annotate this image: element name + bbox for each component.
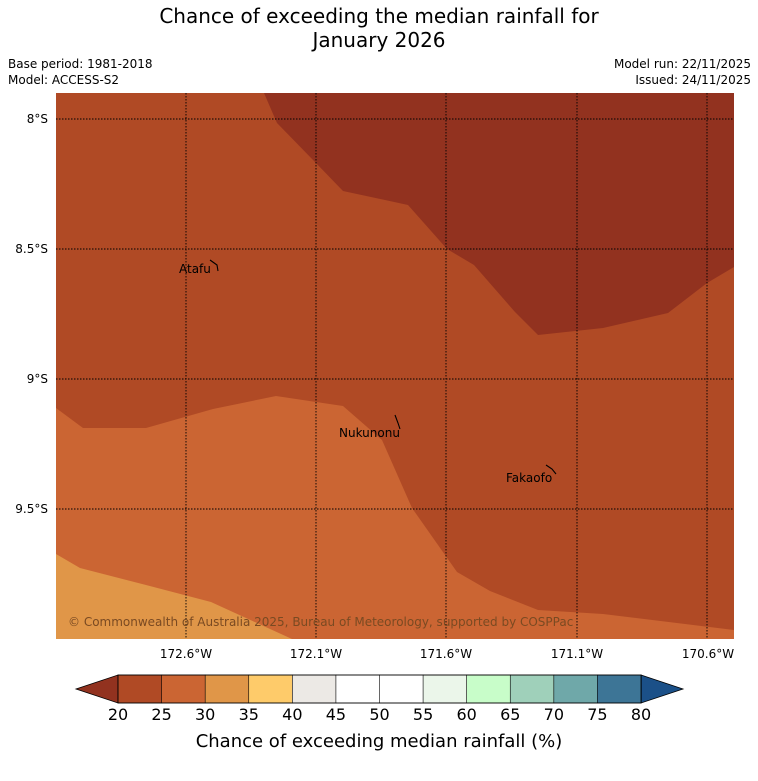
copyright-notice: © Commonwealth of Australia 2025, Bureau… [68, 615, 573, 629]
colorbar-tick-label: 65 [500, 705, 520, 724]
atolls [209, 259, 557, 475]
colorbar-tick-label: 50 [369, 705, 389, 724]
place-fakaofo: Fakaofo [506, 471, 552, 485]
colorbar-segment [422, 674, 468, 704]
colorbar-tick-label: 35 [239, 705, 259, 724]
model-run: Model run: 22/11/2025 [613, 57, 751, 71]
lat-label: 9°S [27, 372, 48, 386]
place-atafu: Atafu [179, 262, 211, 276]
lon-label: 172.6°W [160, 647, 212, 661]
colorbar-tick-label: 30 [195, 705, 215, 724]
zone-30-35 [56, 554, 292, 639]
colorbar-segment [335, 674, 381, 704]
colorbar-tick-label: 60 [456, 705, 476, 724]
meta-right: Model run: 22/11/2025 Issued: 24/11/2025 [614, 56, 751, 88]
nukunonu-atoll-shape [394, 414, 401, 430]
colorbar-segment [466, 674, 511, 704]
issued-date: Issued: 24/11/2025 [635, 73, 751, 87]
colorbar-segment [379, 674, 424, 704]
title-line-2: January 2026 [312, 28, 446, 52]
colorbar-over-arrow [640, 674, 685, 704]
colorbar-label: Chance of exceeding median rainfall (%) [196, 731, 563, 752]
lon-label: 170.6°W [682, 647, 734, 661]
colorbar-under-arrow [74, 674, 119, 704]
base-period: Base period: 1981-2018 [8, 57, 153, 71]
colorbar-tick-label: 55 [413, 705, 433, 724]
colorbar-tick-label: 70 [544, 705, 564, 724]
lat-label: 8°S [27, 112, 48, 126]
colorbar-ticks: 20 25 30 35 40 45 50 55 60 65 70 75 80 [108, 705, 651, 724]
meta-left: Base period: 1981-2018 Model: ACCESS-S2 [8, 56, 153, 88]
colorbar-tick-label: 75 [587, 705, 607, 724]
lon-label: 171.6°W [420, 647, 472, 661]
colorbar-frame [117, 674, 642, 704]
colorbar-segment [117, 674, 163, 704]
lon-label: 171.1°W [551, 647, 603, 661]
latitude-labels: 8°S 8.5°S 9°S 9.5°S [15, 112, 48, 516]
lon-label: 172.1°W [290, 647, 342, 661]
atafu-atoll-shape [209, 259, 219, 272]
colorbar-tick-label: 20 [108, 705, 128, 724]
colorbar-legend: 20 25 30 35 40 45 50 55 60 65 70 75 80 Chance of exc… [74, 674, 685, 752]
colorbar-segment [161, 674, 206, 704]
colorbar-segment [248, 674, 293, 704]
graticule [56, 93, 734, 639]
colorbar-segments [117, 674, 642, 704]
lat-label: 8.5°S [15, 242, 48, 256]
place-nukunonu: Nukunonu [339, 426, 400, 440]
map-title: Chance of exceeding the median rainfall … [0, 4, 758, 52]
colorbar-segment [292, 674, 337, 704]
colorbar-tick-label: 25 [151, 705, 171, 724]
colorbar-segment [553, 674, 599, 704]
colorbar-tick-label: 40 [282, 705, 302, 724]
colorbar-segment [204, 674, 250, 704]
zone-25-30 [56, 396, 734, 639]
colorbar-segment [597, 674, 642, 704]
title-line-1: Chance of exceeding the median rainfall … [159, 4, 599, 28]
zone-15-20 [264, 93, 734, 335]
longitude-labels: 172.6°W 172.1°W 171.6°W 171.1°W 170.6°W [160, 647, 734, 661]
map-plot: Atafu Nukunonu Fakaofo © Commonwealth of… [56, 93, 734, 639]
fakaofo-atoll-shape [545, 464, 557, 475]
colorbar-tick-label: 80 [631, 705, 651, 724]
colorbar-segment [509, 674, 555, 704]
lat-label: 9.5°S [15, 502, 48, 516]
colorbar-tick-label: 45 [326, 705, 346, 724]
model-name: Model: ACCESS-S2 [8, 73, 120, 87]
